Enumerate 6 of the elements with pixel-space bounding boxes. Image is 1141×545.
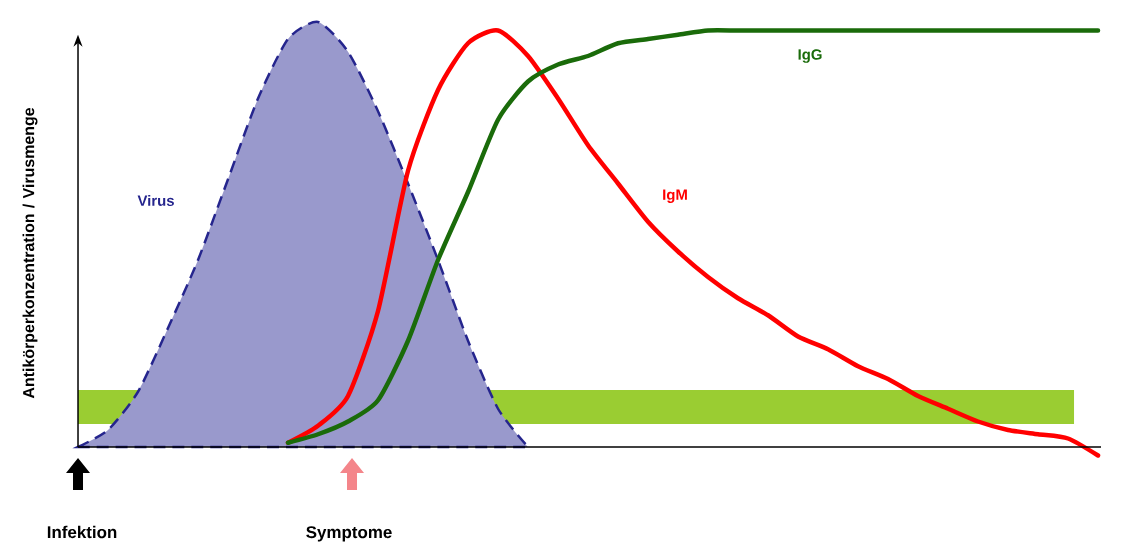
series-label: IgG bbox=[798, 49, 822, 63]
y-axis-title: Antikörperkonzentration / Virusmenge bbox=[22, 108, 38, 399]
text: Symptome bbox=[306, 526, 392, 542]
text: Infektion bbox=[47, 525, 117, 539]
text: Virus bbox=[137, 195, 174, 207]
series-label: IgM bbox=[663, 189, 687, 204]
